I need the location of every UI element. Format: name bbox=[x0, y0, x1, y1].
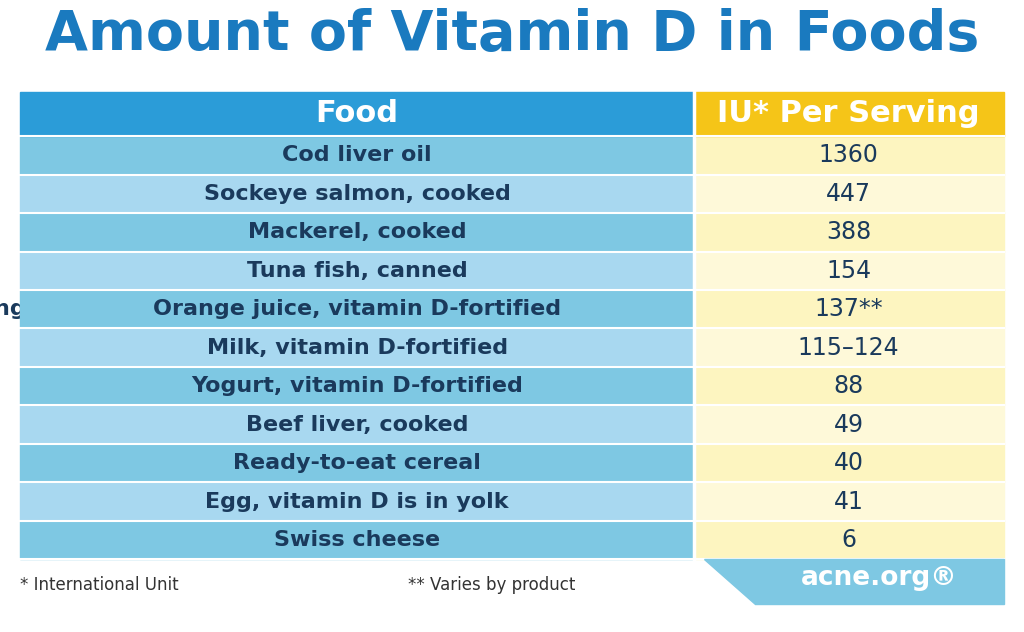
Text: Ready-to-eat cereal: Ready-to-eat cereal bbox=[110, 453, 357, 473]
Text: 1360: 1360 bbox=[819, 143, 879, 167]
Text: Yogurt, vitamin D-fortified (6 oz.): Yogurt, vitamin D-fortified (6 oz.) bbox=[174, 376, 541, 396]
Text: Swiss cheese: Swiss cheese bbox=[274, 530, 440, 550]
Text: Sockeye salmon, cooked: Sockeye salmon, cooked bbox=[204, 184, 511, 204]
Text: Egg, vitamin D is in yolk (1 large): Egg, vitamin D is in yolk (1 large) bbox=[171, 492, 543, 512]
Text: Beef liver, cooked: Beef liver, cooked bbox=[246, 415, 468, 435]
Text: ** Varies by product: ** Varies by product bbox=[408, 576, 575, 593]
Text: Yogurt, vitamin D-fortified: Yogurt, vitamin D-fortified bbox=[26, 376, 357, 396]
Text: Swiss cheese (1 oz.): Swiss cheese (1 oz.) bbox=[245, 530, 470, 550]
Text: (3 oz.): (3 oz.) bbox=[357, 184, 430, 204]
Text: Mackerel, cooked: Mackerel, cooked bbox=[248, 222, 467, 242]
Text: Beef liver, cooked (3.5 oz.): Beef liver, cooked (3.5 oz.) bbox=[208, 415, 507, 435]
Text: Orange juice, vitamin D-fortified: Orange juice, vitamin D-fortified bbox=[0, 299, 357, 319]
Text: Mackerel, cooked: Mackerel, cooked bbox=[138, 222, 357, 242]
Text: Milk, vitamin D-fortified: Milk, vitamin D-fortified bbox=[207, 337, 508, 358]
Text: Swiss cheese: Swiss cheese bbox=[191, 530, 357, 550]
Text: 6: 6 bbox=[841, 528, 856, 552]
Text: Orange juice, vitamin D-fortified: Orange juice, vitamin D-fortified bbox=[154, 299, 561, 319]
Text: 40: 40 bbox=[834, 451, 863, 475]
Text: 137**: 137** bbox=[814, 297, 883, 321]
Text: (1 cup): (1 cup) bbox=[357, 337, 438, 358]
Text: (6 oz.): (6 oz.) bbox=[357, 376, 430, 396]
Text: IU* Per Serving: IU* Per Serving bbox=[718, 99, 980, 128]
Text: 388: 388 bbox=[826, 221, 871, 244]
Text: (1 large): (1 large) bbox=[357, 492, 453, 512]
Text: Ready-to-eat cereal (3/4-1 cup): Ready-to-eat cereal (3/4-1 cup) bbox=[183, 453, 531, 473]
Text: * International Unit: * International Unit bbox=[20, 576, 179, 593]
Text: Food: Food bbox=[315, 99, 398, 128]
Text: (3 oz.): (3 oz.) bbox=[357, 261, 430, 281]
Text: Egg, vitamin D is in yolk: Egg, vitamin D is in yolk bbox=[206, 492, 509, 512]
Text: 447: 447 bbox=[826, 182, 871, 206]
Text: Cod liver oil (1 tbsp): Cod liver oil (1 tbsp) bbox=[244, 145, 470, 166]
Text: Beef liver, cooked: Beef liver, cooked bbox=[135, 415, 357, 435]
Text: Tuna fish, canned (3 oz.): Tuna fish, canned (3 oz.) bbox=[220, 261, 494, 281]
Text: 115–124: 115–124 bbox=[798, 336, 899, 360]
Text: 41: 41 bbox=[834, 490, 863, 514]
Text: Ready-to-eat cereal: Ready-to-eat cereal bbox=[233, 453, 481, 473]
Text: Cod liver oil: Cod liver oil bbox=[283, 145, 432, 166]
Text: Tuna fish, canned: Tuna fish, canned bbox=[136, 261, 357, 281]
Text: Tuna fish, canned: Tuna fish, canned bbox=[247, 261, 468, 281]
Text: Amount of Vitamin D in Foods: Amount of Vitamin D in Foods bbox=[45, 8, 979, 62]
Text: Mackerel, cooked (3 oz.): Mackerel, cooked (3 oz.) bbox=[222, 222, 493, 242]
Text: (3.5 oz.): (3.5 oz.) bbox=[357, 415, 450, 435]
Text: Orange juice, vitamin D-fortified (1 cup): Orange juice, vitamin D-fortified (1 cup… bbox=[134, 299, 581, 319]
Text: Yogurt, vitamin D-fortified: Yogurt, vitamin D-fortified bbox=[191, 376, 523, 396]
Text: (1 tbsp): (1 tbsp) bbox=[357, 145, 445, 166]
Text: Egg, vitamin D is in yolk: Egg, vitamin D is in yolk bbox=[53, 492, 357, 512]
Text: Sockeye salmon, cooked: Sockeye salmon, cooked bbox=[50, 184, 357, 204]
Text: acne.org®: acne.org® bbox=[801, 565, 957, 592]
Text: (1 cup): (1 cup) bbox=[357, 299, 438, 319]
Text: Cod liver oil: Cod liver oil bbox=[208, 145, 357, 166]
Text: 49: 49 bbox=[834, 413, 863, 437]
Text: (3 oz.): (3 oz.) bbox=[357, 222, 430, 242]
Text: Milk, vitamin D-fortified: Milk, vitamin D-fortified bbox=[56, 337, 357, 358]
Text: 88: 88 bbox=[834, 374, 864, 398]
Text: (3/4-1 cup): (3/4-1 cup) bbox=[357, 453, 479, 473]
Text: 154: 154 bbox=[826, 258, 871, 283]
Text: Milk, vitamin D-fortified (1 cup): Milk, vitamin D-fortified (1 cup) bbox=[183, 337, 531, 358]
Text: (1 oz.): (1 oz.) bbox=[357, 530, 430, 550]
Text: Sockeye salmon, cooked (3 oz.): Sockeye salmon, cooked (3 oz.) bbox=[181, 184, 534, 204]
